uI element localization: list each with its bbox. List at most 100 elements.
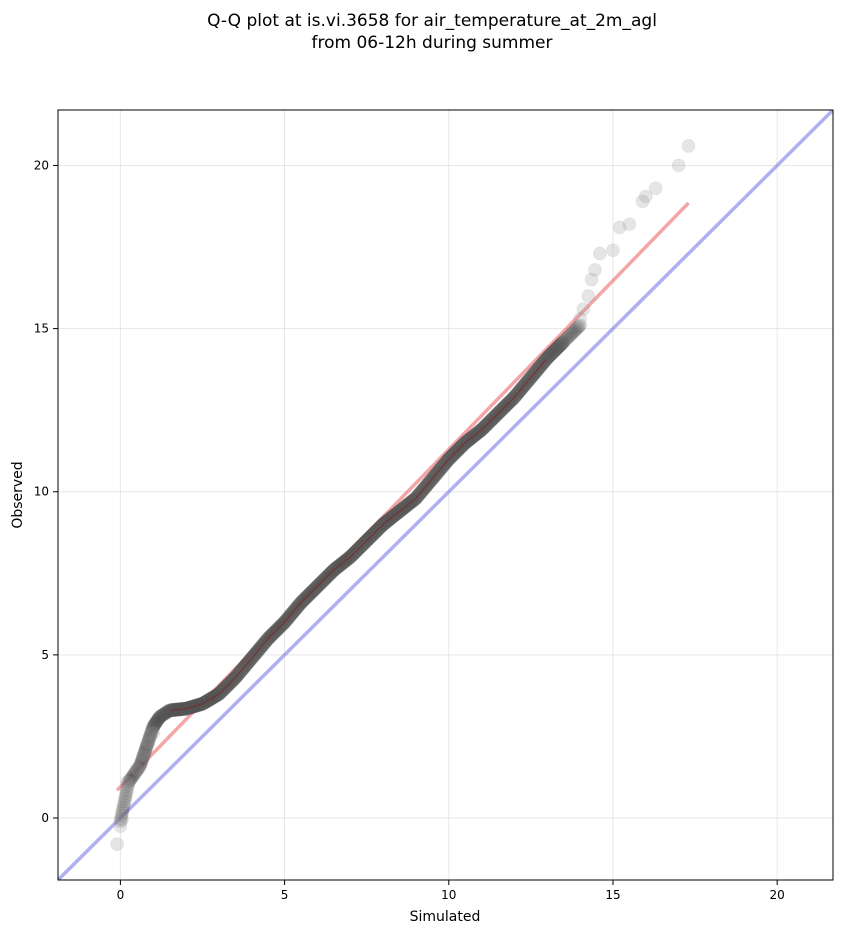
data-point	[148, 716, 163, 731]
data-point	[121, 777, 136, 792]
x-tick-label: 5	[281, 888, 289, 902]
data-point	[143, 728, 158, 743]
data-point	[129, 763, 144, 778]
x-axis-label: Simulated	[410, 909, 481, 925]
fit-line-overlay	[170, 358, 547, 711]
data-point	[638, 189, 653, 204]
data-point	[559, 332, 574, 347]
y-axis-ticks: 0 5 10 15 20	[34, 158, 58, 825]
data-point	[134, 753, 149, 768]
x-tick-label: 20	[770, 888, 785, 902]
data-point	[570, 320, 585, 335]
data-point	[561, 329, 576, 344]
y-tick-label: 5	[41, 648, 49, 662]
data-point	[147, 717, 162, 732]
data-point	[123, 772, 138, 787]
data-point	[161, 704, 176, 719]
data-point	[553, 338, 568, 353]
data-point	[127, 766, 142, 781]
data-point	[146, 726, 161, 741]
data-point	[113, 814, 128, 829]
y-tick-label: 15	[34, 322, 49, 336]
data-point	[605, 243, 620, 258]
data-point	[134, 756, 149, 771]
data-point	[113, 811, 128, 826]
data-point	[126, 768, 141, 783]
data-point	[549, 341, 564, 356]
data-point	[142, 729, 157, 744]
data-point	[132, 759, 147, 774]
data-point	[135, 751, 150, 766]
data-point	[139, 739, 154, 754]
data-point	[140, 737, 155, 752]
data-point	[145, 721, 160, 736]
data-point	[555, 335, 570, 350]
data-point	[568, 323, 583, 337]
fit-line	[115, 201, 690, 792]
data-point	[117, 794, 132, 809]
data-point	[121, 775, 136, 790]
data-point	[152, 709, 167, 724]
data-point	[157, 706, 172, 721]
data-point	[550, 340, 565, 355]
data-point	[566, 325, 581, 340]
data-point	[142, 732, 157, 747]
data-point	[140, 736, 155, 751]
data-point	[552, 339, 567, 354]
data-point	[147, 718, 162, 733]
data-point	[116, 797, 131, 812]
data-point	[120, 780, 135, 795]
data-point	[141, 735, 156, 750]
data-point	[125, 769, 140, 784]
data-point	[543, 347, 558, 362]
data-point	[648, 181, 663, 196]
data-points	[110, 138, 696, 852]
data-point	[143, 726, 158, 741]
data-point	[115, 812, 130, 827]
data-point	[560, 331, 575, 346]
data-point	[151, 711, 166, 726]
data-point	[563, 327, 578, 342]
data-point	[150, 713, 165, 728]
data-point	[159, 705, 174, 720]
data-point	[134, 754, 149, 769]
data-point	[124, 770, 139, 785]
chart-title-line-2: from 06-12h during summer	[312, 33, 553, 53]
y-tick-label: 10	[34, 485, 49, 499]
data-point	[571, 319, 586, 334]
data-point	[154, 708, 169, 723]
y-axis-label: Observed	[10, 461, 26, 528]
data-point	[548, 342, 563, 357]
data-point	[576, 302, 591, 317]
data-point	[151, 711, 166, 726]
data-point	[149, 714, 164, 729]
data-point	[137, 744, 152, 759]
data-point	[144, 723, 159, 738]
data-point	[128, 765, 143, 780]
x-axis-ticks: 0 5 10 15 20	[117, 880, 785, 902]
data-point	[128, 764, 143, 779]
data-point	[145, 722, 160, 737]
data-point	[162, 703, 177, 718]
data-point	[119, 783, 134, 798]
data-point	[133, 758, 148, 773]
data-point	[573, 318, 588, 333]
x-tick-label: 10	[441, 888, 456, 902]
data-point	[622, 217, 637, 232]
data-point	[155, 708, 170, 722]
data-point	[556, 334, 571, 349]
data-point	[547, 343, 562, 358]
data-point	[139, 740, 154, 755]
data-point	[542, 348, 557, 363]
identity-line	[58, 110, 833, 880]
data-point	[142, 730, 157, 745]
data-point	[154, 708, 169, 723]
data-point	[557, 333, 572, 348]
reference-lines	[58, 110, 833, 880]
data-point	[153, 709, 168, 724]
data-point	[156, 707, 171, 722]
data-point	[110, 837, 125, 852]
data-point	[146, 718, 161, 733]
data-point	[131, 761, 146, 776]
